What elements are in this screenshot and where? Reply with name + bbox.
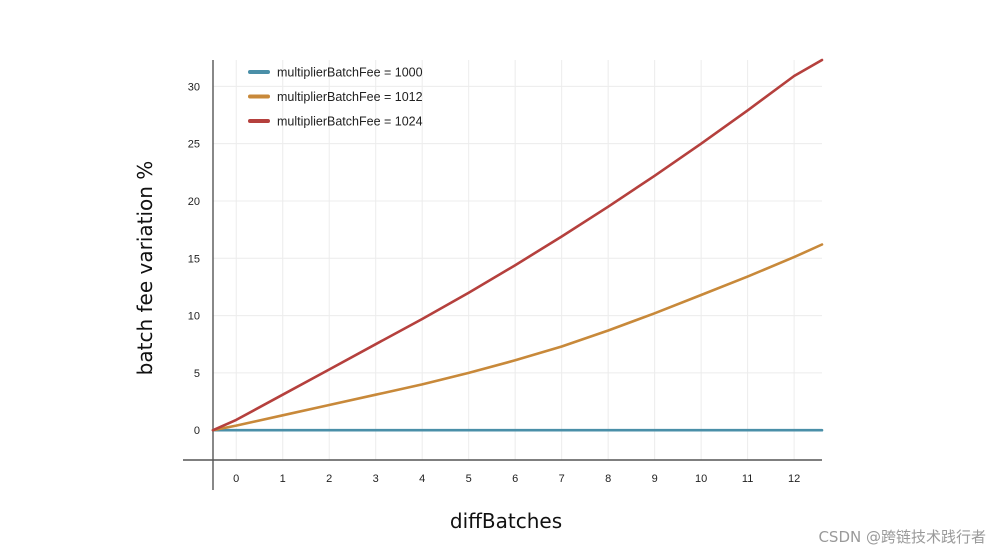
legend-label: multiplierBatchFee = 1000 [277,66,423,80]
legend-label: multiplierBatchFee = 1024 [277,115,423,129]
x-tick-label: 4 [419,473,425,485]
x-tick-labels: 0 1 2 3 4 5 6 7 8 9 10 11 12 [233,473,800,485]
x-tick-label: 8 [605,473,611,485]
y-tick-label: 5 [194,368,200,380]
series-lines [211,58,824,432]
y-tick-label: 30 [188,81,200,93]
x-tick-label: 5 [466,473,472,485]
y-tick-label: 10 [188,311,200,323]
y-tick-label: 25 [188,139,200,151]
y-tick-label: 0 [194,425,200,437]
y-tick-label: 20 [188,196,200,208]
series-line-3 [211,58,824,432]
x-tick-label: 1 [280,473,286,485]
legend-label: multiplierBatchFee = 1012 [277,90,423,104]
x-tick-label: 12 [788,473,800,485]
series-line-2 [211,243,824,432]
x-tick-label: 10 [695,473,707,485]
axes [183,60,822,490]
y-tick-labels: 0 5 10 15 20 25 30 [188,81,200,437]
x-tick-label: 3 [373,473,379,485]
x-tick-label: 2 [326,473,332,485]
x-tick-label: 7 [559,473,565,485]
x-axis-label: diffBatches [450,509,562,533]
x-tick-label: 0 [233,473,239,485]
x-tick-label: 11 [742,473,753,485]
y-axis-label: batch fee variation % [133,161,157,376]
x-tick-label: 9 [652,473,658,485]
y-tick-label: 15 [188,253,200,265]
watermark-text: CSDN @跨链技术践行者 [818,528,986,546]
x-tick-label: 6 [512,473,518,485]
legend: multiplierBatchFee = 1000 multiplierBatch… [248,66,423,129]
